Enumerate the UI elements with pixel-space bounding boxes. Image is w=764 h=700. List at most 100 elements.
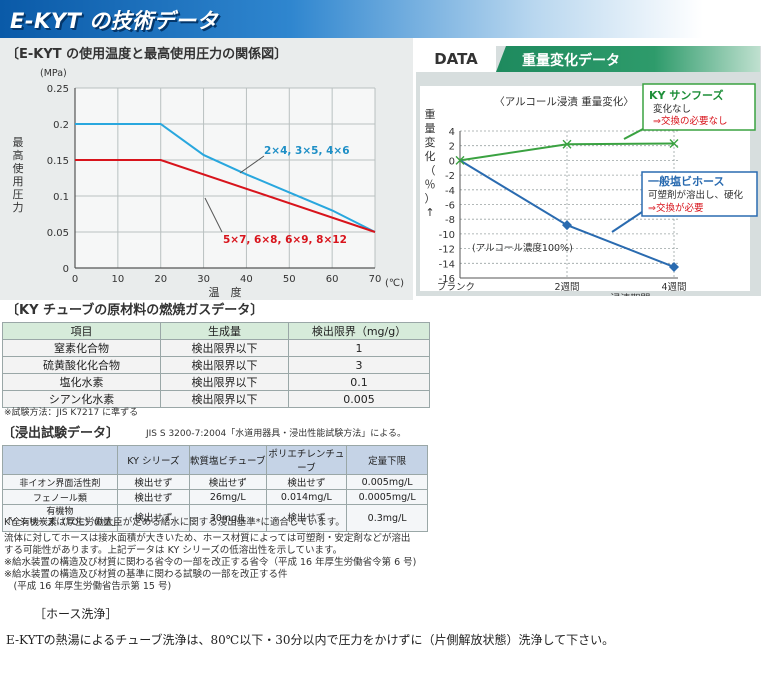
table-cell: 検出せず	[265, 474, 348, 490]
series-line-1	[75, 123, 376, 233]
note-line: 流体に対してホースは接水面積が大きいため、ホース材質によっては可塑剤・安定剤など…	[4, 533, 411, 544]
table-cell: 検出せず	[265, 504, 348, 532]
y-tick-label: 4	[449, 127, 455, 138]
weight-chart: 〈アルコール浸漬 重量変化〉420-2-4-6-8-10-12-14-16重量変…	[420, 83, 758, 296]
y-axis-label-char: 高	[13, 148, 24, 162]
page-title: E-KYT の技術データ	[10, 9, 219, 33]
x-tick-label: 60	[326, 274, 339, 285]
pressure-chart: 0 0.05 0.1 0.15 0.2 0.25 0 10 20 30 40 50 60 70 (MPa) 最…	[13, 68, 405, 299]
notes-paragraph: 流体に対してホースは接水面積が大きいため、ホース材質によっては可塑剤・安定剤など…	[4, 533, 416, 593]
x-tick-label: 20	[154, 274, 167, 285]
y-axis-label-char: 量	[425, 122, 436, 135]
x-axis-label: 温 度	[209, 285, 242, 299]
y-axis-label-char: 用	[13, 175, 24, 188]
data-tab: DATA	[416, 46, 496, 72]
weight-chart-subtitle: 〈アルコール浸漬 重量変化〉	[494, 95, 634, 108]
leach-header: KY シリーズ	[116, 445, 191, 475]
x-axis-label: →浸漬期間	[602, 292, 650, 296]
legend-pvc-name: 一般塩ビホース	[648, 174, 724, 188]
plot-area	[75, 88, 375, 268]
y-axis-label-char: 最	[13, 136, 24, 149]
combustion-table: 項目 生成量 検出限界（mg/g） 窒素化合物 検出限界以下 1 硫黄酸化化合物 検出限…	[2, 322, 430, 408]
table-row: 窒素化合物 検出限界以下 1	[2, 339, 430, 357]
header-banner	[0, 0, 764, 38]
leach-table: KY シリーズ 軟質塩ビチューブ ポリエチレンチューブ 定量下限 非イオン界面活…	[2, 445, 428, 532]
table-row: シアン化水素 検出限界以下 0.005	[2, 390, 430, 408]
row-sublabel: 「全有機炭素（TOC）の量」	[3, 518, 121, 528]
y-tick-label: 0	[63, 264, 69, 275]
table-cell: 30mg/L	[189, 504, 267, 532]
ky-compliance-note: KY シリーズは厚生労働大臣が定める給水に関する浸出基準*に適合しています。	[4, 517, 345, 528]
x-tick-label: 2週間	[554, 281, 579, 293]
leach-title: 〔浸出試験データ〕	[2, 426, 120, 441]
table-row: 非イオン界面活性剤 検出せず 検出せず 検出せず 0.005mg/L	[2, 474, 428, 490]
series-line-2	[75, 159, 376, 233]
y-tick-label: 0.15	[47, 156, 69, 167]
y-tick-label: -16	[439, 274, 455, 285]
table-cell: 0.0005mg/L	[346, 489, 428, 505]
leach-standard: JIS S 3200-7:2004「水道用器具・浸出性能試験方法」による。	[146, 429, 407, 439]
leach-header	[2, 445, 118, 475]
table-cell: フェノール類	[2, 489, 118, 505]
y-tick-label: -14	[439, 259, 455, 270]
y-axis-label-char: 化	[425, 149, 436, 163]
data-point-ky	[669, 139, 679, 148]
data-point-pvc	[669, 261, 679, 272]
table-cell: 硫黄酸化化合物	[2, 356, 161, 374]
y-axis-label-char: ％	[425, 178, 436, 191]
note-line: ※給水装置の構造及び材質に関わる省令の一部を改正する省令（平成 16 年厚生労働…	[4, 557, 417, 568]
y-tick-label: 0.1	[53, 192, 69, 203]
data-point-ky	[455, 155, 465, 165]
combustion-title: 〔KY チューブの原材料の燃焼ガスデータ〕	[6, 303, 264, 318]
table-cell: 検出せず	[116, 504, 191, 532]
table-cell: 1	[288, 339, 430, 357]
table-row: フェノール類 検出せず 26mg/L 0.014mg/L 0.0005mg/L	[2, 489, 428, 505]
legend-pvc-box	[641, 171, 758, 217]
table-cell: 26mg/L	[189, 489, 267, 505]
y-tick-label: -10	[439, 230, 455, 241]
legend-ky-box	[642, 83, 756, 131]
combustion-note: ※試験方法：JIS K7217 に準ずる	[4, 408, 139, 418]
y-tick-label: -8	[445, 215, 455, 226]
row-label: 有機物	[46, 507, 74, 517]
x-tick-label: 4週間	[661, 281, 686, 293]
data-point-pvc	[562, 220, 572, 231]
y-axis-label-char: ）	[425, 192, 436, 205]
table-cell: 0.005	[288, 390, 430, 408]
table-cell: 検出せず	[189, 474, 267, 490]
table-cell: 0.3mg/L	[346, 504, 428, 532]
legend-ky-leader	[623, 128, 644, 140]
legend-pvc-leader	[611, 211, 643, 233]
x-tick-label: ブランク	[437, 281, 475, 293]
y-axis-label-char: 重	[425, 107, 436, 121]
table-cell: 塩化水素	[2, 373, 161, 391]
legend-ky-line1: 変化なし	[653, 103, 691, 115]
table-cell: 検出限界以下	[159, 373, 290, 391]
series-label-1: 2×4, 3×5, 4×6	[264, 145, 350, 157]
table-cell: 検出せず	[116, 474, 191, 490]
weight-chart-band	[496, 46, 760, 72]
table-cell: 非イオン界面活性剤	[2, 474, 118, 490]
leader-line	[239, 155, 265, 174]
y-tick-label: 0.2	[53, 120, 69, 131]
weight-chart-band-label: 重量変化データ	[522, 53, 620, 69]
table-row: 有機物 「全有機炭素（TOC）の量」 検出せず 30mg/L 検出せず 0.3mg…	[2, 504, 428, 532]
y-tick-label: -4	[445, 186, 455, 197]
leach-header: ポリエチレンチューブ	[265, 445, 348, 475]
wash-instruction: E-KYTの熱湯によるチューブ洗浄は、80℃以下・30分以内で圧力をかけずに（片…	[6, 633, 615, 647]
note-line: する可能性があります。上記データは KY シリーズの低溶出性を示しています。	[4, 545, 343, 556]
x-unit: (℃)	[385, 278, 404, 289]
y-unit: (MPa)	[40, 68, 67, 79]
table-cell: 0.005mg/L	[346, 474, 428, 490]
x-tick-label: 40	[240, 274, 253, 285]
x-tick-label: 70	[369, 274, 382, 285]
y-tick-label: 0.05	[47, 228, 69, 239]
table-cell: 0.1	[288, 373, 430, 391]
pressure-chart-title: 〔E-KYT の使用温度と最高使用圧力の関係図〕	[6, 47, 288, 62]
table-cell: 窒素化合物	[2, 339, 161, 357]
leach-header: 定量下限	[346, 445, 428, 475]
y-tick-label: -6	[445, 201, 455, 212]
y-tick-label: -2	[445, 171, 455, 182]
legend-pvc-line1: 可塑剤が溶出し、硬化	[648, 189, 744, 201]
table-cell: 検出限界以下	[159, 390, 290, 408]
